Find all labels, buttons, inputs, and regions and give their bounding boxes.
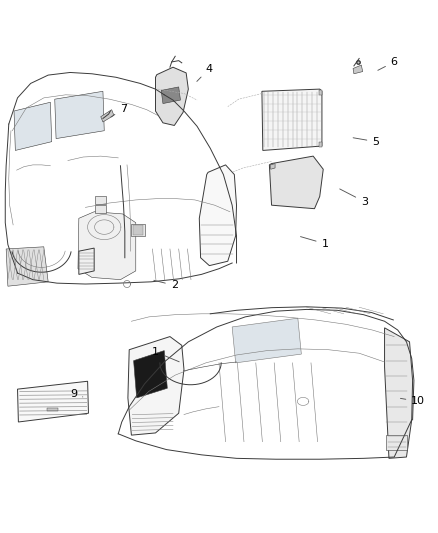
Text: 4: 4 (197, 63, 213, 82)
Bar (47, 408, 58, 411)
Polygon shape (134, 351, 167, 398)
Polygon shape (6, 247, 48, 286)
Polygon shape (161, 87, 180, 103)
Text: 1: 1 (152, 347, 179, 362)
Polygon shape (78, 212, 136, 280)
Text: 2: 2 (154, 280, 178, 290)
Polygon shape (271, 164, 275, 169)
Bar (319, 142, 322, 147)
Polygon shape (128, 336, 184, 435)
Text: 6: 6 (378, 57, 398, 70)
Text: 1: 1 (300, 237, 328, 249)
Bar (133, 225, 143, 235)
Bar (95, 197, 106, 204)
Polygon shape (18, 381, 88, 422)
Text: 5: 5 (353, 136, 379, 147)
Text: 9: 9 (70, 389, 83, 399)
Text: 7: 7 (111, 104, 127, 117)
Polygon shape (55, 91, 104, 139)
Text: 10: 10 (400, 397, 425, 406)
Polygon shape (79, 248, 94, 274)
Polygon shape (353, 65, 363, 74)
Bar (386, 435, 407, 450)
Bar (131, 223, 145, 236)
Text: 3: 3 (340, 189, 368, 207)
Polygon shape (101, 110, 114, 122)
Polygon shape (155, 67, 188, 125)
Bar (95, 205, 106, 213)
Polygon shape (232, 318, 301, 363)
Bar (319, 90, 322, 95)
Polygon shape (385, 328, 413, 458)
Polygon shape (262, 89, 322, 150)
Polygon shape (14, 102, 52, 150)
Polygon shape (199, 165, 237, 265)
Polygon shape (269, 156, 323, 209)
